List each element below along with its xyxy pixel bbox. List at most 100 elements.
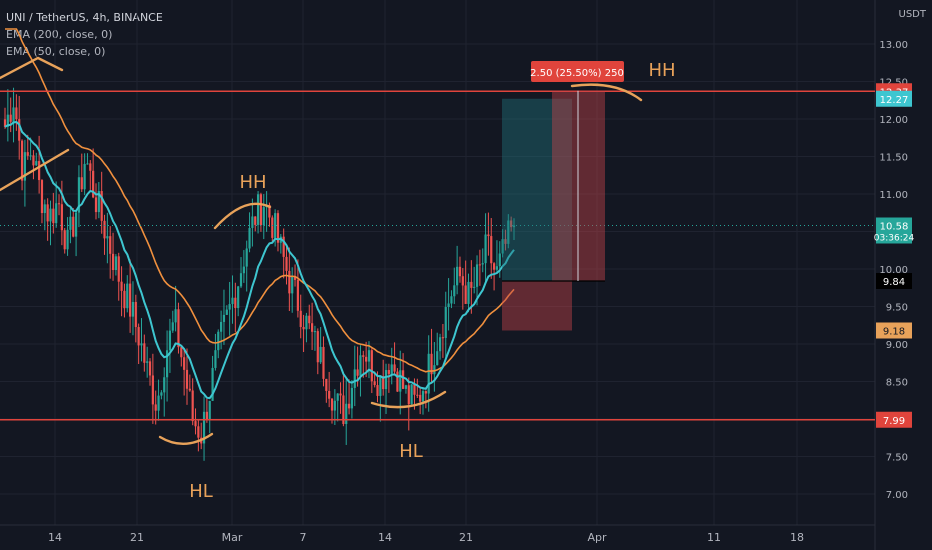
price-label-text: 9.84 [883,277,905,288]
candle-body [254,216,257,225]
candle-body [251,216,254,228]
candle-body [410,384,413,405]
x-tick-label: Mar [222,531,243,544]
candle-body [29,155,32,157]
candle-body [333,400,336,411]
candle-body [336,393,339,401]
x-tick-label: 21 [130,531,144,544]
hl-arc-drawing [370,390,447,409]
candle-body [262,207,265,226]
candle-body [60,204,63,231]
candle-body [382,376,385,390]
candle-body [248,227,251,249]
candle-body [311,323,314,332]
candle-body [140,343,143,346]
candle-body [319,346,322,363]
candle-body [52,208,55,224]
candle-body [302,326,305,330]
candle-body [168,330,172,351]
candle-body [450,296,453,304]
ema200-line [5,28,515,373]
price-label-box [876,90,912,107]
candle-body [86,163,89,165]
candle-body [507,220,510,244]
candle-body [146,361,149,363]
y-tick-label: 12.00 [879,115,908,126]
y-tick-label: 13.00 [879,40,908,51]
price-label-box [876,322,912,339]
candle-body [421,391,425,402]
candle-body [18,119,21,141]
x-tick-label: 14 [378,531,392,544]
candle-body [15,107,18,120]
price-label-text: 7.99 [883,416,905,427]
candle-body [484,234,487,264]
position-stop-zone [502,281,572,331]
candle-body [438,337,442,352]
y-tick-label: 12.50 [879,78,908,89]
position-target-zone [502,98,572,281]
candle-body [328,390,331,399]
candle-body [399,370,402,392]
candle-body [444,307,447,338]
candle-body [296,279,299,311]
candle-body [384,370,388,390]
hand-annotations [0,56,643,445]
candle-body [495,266,499,270]
candle-body [154,404,157,411]
candle-body [256,194,260,225]
y-tick-label: 7.00 [886,490,908,501]
candle-body [120,281,123,291]
candle-body [131,301,135,317]
chart-legend: UNI / TetherUS, 4h, BINANCE EMA (200, cl… [6,9,163,60]
price-label-box [876,273,912,289]
trend-line-drawing [0,56,64,80]
candle-body [470,281,473,288]
candle-body [458,266,462,277]
hh-arc-drawing [570,83,643,102]
candle-body [461,276,464,286]
candle-body [492,263,496,270]
y-tick-label: 10.00 [879,265,908,276]
candle-body [80,177,83,190]
candle-body [365,356,368,362]
candle-body [231,297,234,305]
candle-body [202,411,206,444]
candle-body [109,236,112,254]
candle-body [194,421,197,427]
candle-body [345,403,348,424]
candle-body [339,393,342,396]
candle-body [234,297,237,309]
x-tick-label: Apr [587,531,607,544]
candle-body [46,204,49,222]
candle-body [188,388,191,391]
y-tick-label: 11.00 [879,190,908,201]
candle-body [117,256,120,282]
candle-body [481,263,484,265]
grid [0,0,875,525]
candles [3,87,516,461]
x-tick-label: 21 [459,531,473,544]
candle-body [433,365,436,375]
candle-body [165,350,169,378]
legend-symbol: UNI / TetherUS, 4h, BINANCE [6,11,163,24]
candle-body [208,400,211,421]
candle-body [6,114,9,127]
candle-body [111,253,115,271]
candle-body [77,177,81,213]
candle-body [330,398,334,411]
candle-body [9,114,12,122]
candle-body [308,315,311,324]
annotation-label: HL [189,481,213,502]
candle-body [407,385,410,405]
candle-body [217,331,220,351]
hl-arc-drawing [158,432,214,445]
candle-body [63,230,66,250]
x-tick-label: 11 [707,531,721,544]
candle-body [475,264,479,287]
candle-body [350,387,354,409]
price-label-text: 9.18 [883,327,905,338]
candle-body [259,194,263,226]
candle-body [288,270,291,294]
